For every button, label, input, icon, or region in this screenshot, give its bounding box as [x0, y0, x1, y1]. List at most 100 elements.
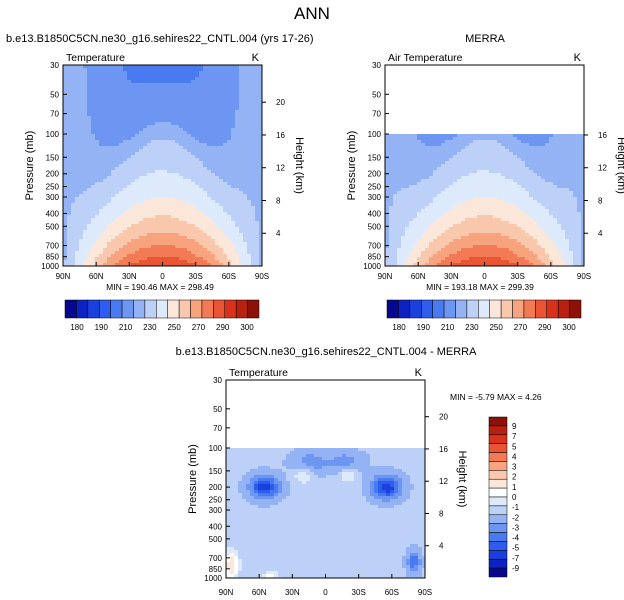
field-cell	[421, 167, 426, 171]
field-cell	[457, 176, 462, 180]
field-cell	[557, 176, 562, 180]
field-cell	[259, 65, 263, 69]
field-cell	[493, 182, 498, 186]
field-cell	[231, 161, 236, 165]
field-cell	[255, 200, 260, 204]
field-cell	[545, 215, 550, 219]
field-cell	[509, 155, 514, 159]
field-cell	[259, 215, 263, 219]
field-cell	[549, 161, 554, 165]
field-cell	[79, 263, 84, 267]
field-cell	[143, 236, 148, 240]
field-cell	[107, 80, 112, 84]
field-cell	[235, 107, 240, 111]
field-cell	[195, 125, 200, 129]
field-cell	[179, 164, 184, 168]
field-cell	[179, 113, 184, 117]
field-cell	[119, 116, 124, 120]
field-cell	[409, 173, 414, 177]
field-cell	[103, 65, 108, 69]
field-cell	[259, 176, 263, 180]
field-cell	[191, 173, 196, 177]
field-cell	[477, 200, 482, 204]
field-cell	[147, 239, 152, 243]
field-cell	[537, 218, 542, 222]
field-cell	[207, 260, 212, 264]
field-cell	[111, 197, 116, 201]
field-cell	[183, 158, 188, 162]
field-cell	[83, 206, 88, 210]
field-cell	[167, 86, 172, 90]
field-cell	[115, 203, 120, 207]
field-cell	[223, 167, 228, 171]
field-cell	[63, 149, 68, 153]
field-cell	[239, 206, 244, 210]
field-cell	[75, 221, 80, 225]
field-cell	[573, 194, 578, 198]
field-cell	[255, 248, 260, 252]
field-cell	[529, 170, 534, 174]
field-cell	[99, 185, 104, 189]
field-cell	[473, 158, 478, 162]
field-cell	[163, 242, 168, 246]
field-cell	[255, 83, 260, 87]
field-cell	[107, 176, 112, 180]
field-cell	[549, 197, 554, 201]
field-cell	[99, 83, 104, 87]
field-cell	[175, 251, 180, 255]
field-cell	[155, 65, 160, 69]
field-cell	[131, 125, 136, 129]
field-cell	[127, 131, 132, 135]
field-cell	[235, 158, 240, 162]
field-cell	[183, 68, 188, 72]
field-cell	[247, 212, 252, 216]
field-cell	[183, 206, 188, 210]
field-cell	[485, 206, 490, 210]
field-cell	[529, 188, 534, 192]
field-cell	[151, 245, 156, 249]
field-cell	[167, 107, 172, 111]
field-cell	[195, 215, 200, 219]
field-cell	[203, 197, 208, 201]
field-cell	[385, 197, 390, 201]
field-cell	[111, 122, 116, 126]
field-cell	[433, 143, 438, 147]
field-cell	[401, 170, 406, 174]
field-cell	[143, 83, 148, 87]
field-cell	[159, 188, 164, 192]
field-cell	[183, 194, 188, 198]
field-cell	[171, 254, 176, 258]
field-cell	[215, 206, 220, 210]
field-cell	[453, 155, 458, 159]
field-cell	[553, 182, 558, 186]
field-cell	[401, 191, 406, 195]
field-cell	[83, 215, 88, 219]
field-cell	[393, 155, 398, 159]
field-cell	[187, 182, 192, 186]
field-cell	[83, 179, 88, 183]
field-cell	[243, 116, 248, 120]
field-cell	[251, 197, 256, 201]
field-cell	[63, 86, 68, 90]
field-cell	[91, 236, 96, 240]
field-cell	[513, 197, 518, 201]
field-cell	[465, 155, 470, 159]
field-cell	[107, 122, 112, 126]
field-cell	[243, 77, 248, 81]
field-cell	[405, 227, 410, 231]
field-cell	[215, 89, 220, 93]
field-cell	[545, 161, 550, 165]
field-cell	[115, 212, 120, 216]
field-cell	[223, 116, 228, 120]
field-cell	[577, 206, 582, 210]
field-cell	[481, 212, 486, 216]
field-cell	[509, 164, 514, 168]
field-cell	[429, 176, 434, 180]
field-cell	[207, 227, 212, 231]
field-cell	[215, 95, 220, 99]
field-cell	[243, 113, 248, 117]
field-cell	[517, 194, 522, 198]
field-cell	[187, 245, 192, 249]
field-cell	[429, 161, 434, 165]
field-cell	[195, 86, 200, 90]
